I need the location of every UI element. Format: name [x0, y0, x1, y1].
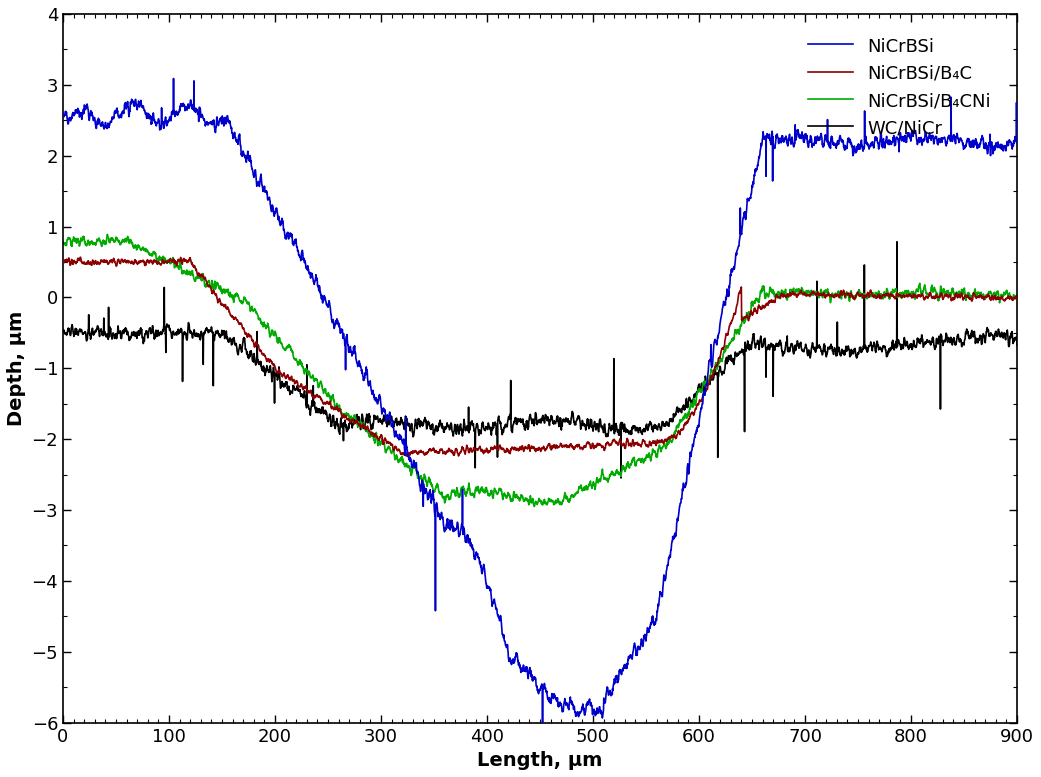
NiCrBSi/B₄CNi [634, 456, 646, 465]
NiCrBSi [324, 298, 336, 308]
NiCrBSi [634, 643, 646, 652]
NiCrBSi/B₄CNi [261, 319, 274, 328]
Line: NiCrBSi/B₄CNi: NiCrBSi/B₄CNi [64, 235, 1017, 507]
NiCrBSi/B₄CNi [1011, 293, 1023, 302]
NiCrBSi [651, 606, 663, 615]
NiCrBSi/B₄C [920, 292, 933, 301]
Legend: NiCrBSi, NiCrBSi/B₄C, NiCrBSi/B₄CNi, WC/NiCr: NiCrBSi, NiCrBSi/B₄C, NiCrBSi/B₄CNi, WC/… [801, 30, 998, 145]
NiCrBSi [1011, 135, 1023, 145]
NiCrBSi/B₄CNi [57, 237, 70, 246]
NiCrBSi [168, 74, 180, 83]
WC/NiCr [634, 423, 646, 432]
WC/NiCr [323, 410, 335, 420]
Line: NiCrBSi/B₄C: NiCrBSi/B₄C [64, 257, 1017, 456]
NiCrBSi/B₄C [57, 258, 70, 267]
NiCrBSi/B₄CNi [1011, 294, 1023, 304]
NiCrBSi/B₄C [1011, 293, 1023, 302]
Y-axis label: Depth, μm: Depth, μm [7, 311, 26, 426]
NiCrBSi/B₄C [634, 441, 646, 450]
NiCrBSi/B₄C [651, 438, 663, 448]
WC/NiCr [57, 327, 70, 336]
NiCrBSi/B₄CNi [101, 230, 113, 239]
NiCrBSi [1011, 138, 1023, 148]
NiCrBSi/B₄CNi [528, 502, 540, 511]
NiCrBSi/B₄C [324, 397, 336, 406]
NiCrBSi [261, 195, 274, 204]
WC/NiCr [891, 237, 904, 246]
NiCrBSi/B₄CNi [324, 391, 336, 400]
NiCrBSi [57, 109, 70, 118]
WC/NiCr [1011, 340, 1023, 350]
NiCrBSi/B₄C [261, 354, 274, 364]
NiCrBSi [920, 137, 933, 146]
X-axis label: Length, μm: Length, μm [478, 751, 603, 770]
NiCrBSi/B₄C [403, 451, 415, 461]
NiCrBSi/B₄C [74, 253, 86, 262]
NiCrBSi/B₄CNi [651, 450, 663, 459]
Line: NiCrBSi: NiCrBSi [64, 78, 1017, 729]
WC/NiCr [1011, 332, 1023, 341]
WC/NiCr [920, 335, 933, 344]
NiCrBSi/B₄C [1011, 294, 1023, 303]
WC/NiCr [261, 362, 274, 371]
NiCrBSi [536, 724, 549, 733]
WC/NiCr [651, 423, 663, 433]
Line: WC/NiCr: WC/NiCr [64, 242, 1017, 478]
NiCrBSi/B₄CNi [920, 289, 933, 298]
WC/NiCr [615, 473, 628, 483]
